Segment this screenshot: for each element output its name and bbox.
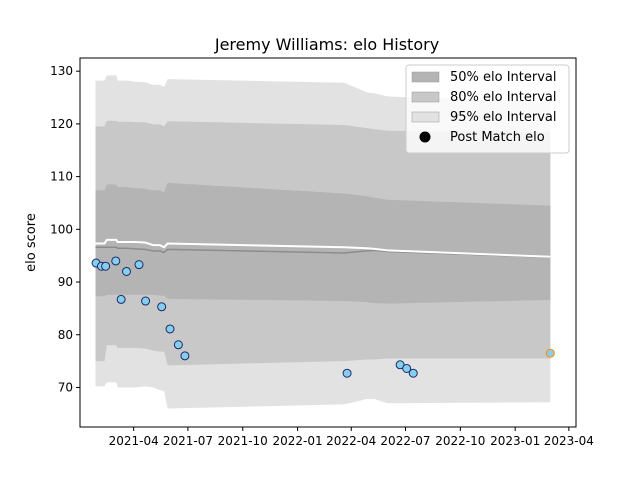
y-tick-label: 110	[50, 170, 73, 184]
legend-label: 80% elo Interval	[450, 90, 557, 105]
post-match-point	[134, 260, 144, 270]
legend-label: 50% elo Interval	[450, 70, 557, 85]
y-tick-label: 120	[50, 117, 73, 131]
mean-line	[95, 238, 551, 258]
legend-swatch	[411, 91, 440, 103]
y-tick-label: 70	[58, 380, 73, 394]
x-tick-label: 2021-04	[109, 434, 159, 448]
x-tick-label: 2023-04	[544, 434, 594, 448]
legend-label: Post Match elo	[450, 130, 545, 145]
post-match-point	[342, 368, 352, 378]
post-match-points	[91, 256, 555, 378]
legend-swatch	[411, 71, 440, 83]
x-axis: 2021-04 2021-07 2021-10 2022-01 2022-04 2022-…	[109, 427, 594, 448]
x-tick-label: 2022-10	[435, 434, 485, 448]
y-tick-label: 90	[58, 275, 73, 289]
post-match-point	[180, 351, 190, 361]
post-match-point	[141, 296, 151, 306]
axes-frame	[79, 57, 577, 428]
y-tick-label: 80	[58, 328, 73, 342]
post-match-point	[122, 266, 131, 276]
post-match-point	[101, 261, 111, 271]
legend-marker	[419, 131, 431, 143]
post-match-point	[116, 294, 126, 304]
y-tick-label: 130	[50, 64, 73, 78]
legend: 50% elo Interval 80% elo Interval 95% elo …	[405, 64, 570, 154]
legend-box	[405, 64, 570, 154]
post-match-point	[157, 302, 167, 312]
band-50-percent	[95, 182, 551, 304]
x-tick-label: 2021-07	[163, 434, 213, 448]
y-axis: 70 80 90 100 110 120 130	[50, 64, 80, 394]
x-tick-label: 2021-10	[218, 434, 268, 448]
chart-title: Jeremy Williams: elo History	[214, 35, 439, 54]
legend-label: 95% elo Interval	[450, 110, 557, 125]
legend-swatch	[411, 111, 440, 123]
x-tick-label: 2023-01	[490, 434, 540, 448]
post-match-point	[402, 363, 412, 373]
post-match-point	[173, 340, 183, 350]
plot-area	[95, 75, 551, 409]
x-tick-label: 2022-07	[380, 434, 430, 448]
median-line	[95, 246, 551, 259]
latest-elo-point	[545, 348, 555, 358]
post-match-point	[111, 256, 121, 266]
post-match-point	[408, 368, 418, 378]
x-tick-label: 2022-01	[273, 434, 323, 448]
post-match-point	[165, 324, 175, 334]
x-tick-label: 2022-04	[326, 434, 376, 448]
y-axis-label: elo score	[24, 213, 39, 272]
y-tick-label: 100	[50, 222, 73, 236]
